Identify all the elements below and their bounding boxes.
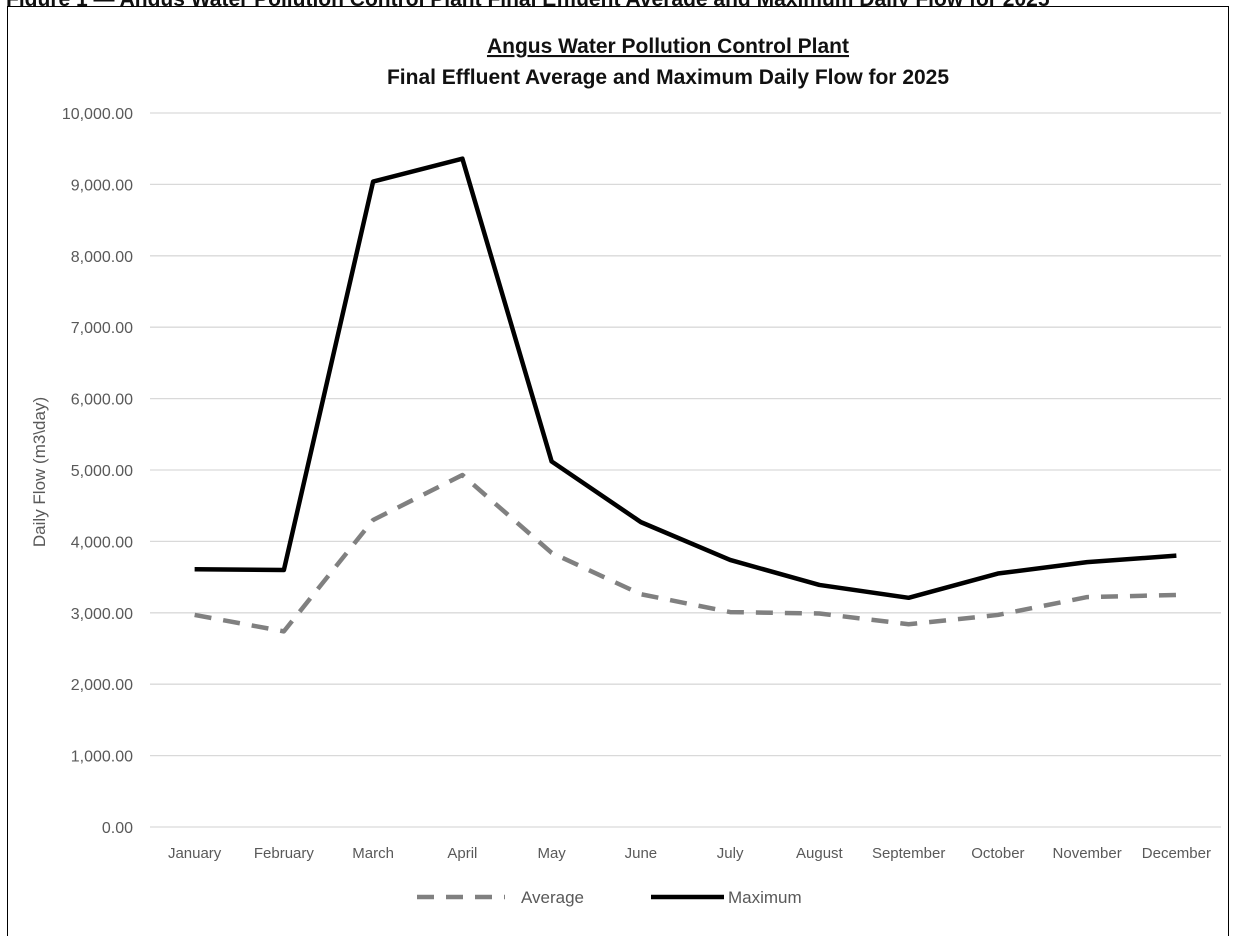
x-axis-categories: January February March April May June July Augu…: [168, 845, 1211, 862]
y-tick-label: 9,000.00: [71, 177, 133, 194]
chart-frame: [7, 6, 1229, 936]
x-tick-label: May: [537, 845, 566, 862]
chart-subtitle: Final Effluent Average and Maximum Daily…: [387, 66, 949, 89]
y-tick-label: 8,000.00: [71, 249, 133, 266]
x-tick-label: October: [971, 845, 1024, 862]
series-line-average: [194, 472, 1177, 634]
y-tick-label: 3,000.00: [71, 606, 133, 623]
y-tick-label: 4,000.00: [71, 534, 133, 551]
y-tick-label: 0.00: [102, 820, 133, 837]
y-tick-label: 10,000.00: [62, 106, 133, 123]
y-tick-label: 2,000.00: [71, 677, 133, 694]
y-axis-title: Daily Flow (m3\day): [30, 397, 49, 547]
y-tick-label: 7,000.00: [71, 320, 133, 337]
legend-label-average: Average: [521, 888, 584, 907]
y-tick-label: 5,000.00: [71, 463, 133, 480]
series-line-maximum: [194, 156, 1177, 601]
x-tick-label: July: [717, 845, 744, 862]
x-tick-label: April: [447, 845, 477, 862]
x-tick-label: December: [1142, 845, 1211, 862]
x-tick-label: February: [254, 845, 315, 862]
x-tick-label: August: [796, 845, 844, 862]
chart-title: Angus Water Pollution Control Plant: [487, 35, 849, 58]
legend: Average Maximum: [417, 888, 802, 907]
gridlines: [150, 112, 1221, 828]
x-tick-label: September: [872, 845, 945, 862]
x-tick-label: January: [168, 845, 222, 862]
series-lines: [194, 156, 1177, 634]
x-tick-label: November: [1053, 845, 1122, 862]
x-tick-label: June: [625, 845, 658, 862]
y-axis-ticks: 0.00 1,000.00 2,000.00 3,000.00 4,000.00 5,00…: [62, 106, 133, 837]
cut-off-caption: Figure 1 — Angus Water Pollution Control…: [0, 0, 1236, 12]
y-tick-label: 6,000.00: [71, 392, 133, 409]
y-tick-label: 1,000.00: [71, 749, 133, 766]
x-tick-label: March: [352, 845, 394, 862]
legend-label-maximum: Maximum: [728, 888, 802, 907]
